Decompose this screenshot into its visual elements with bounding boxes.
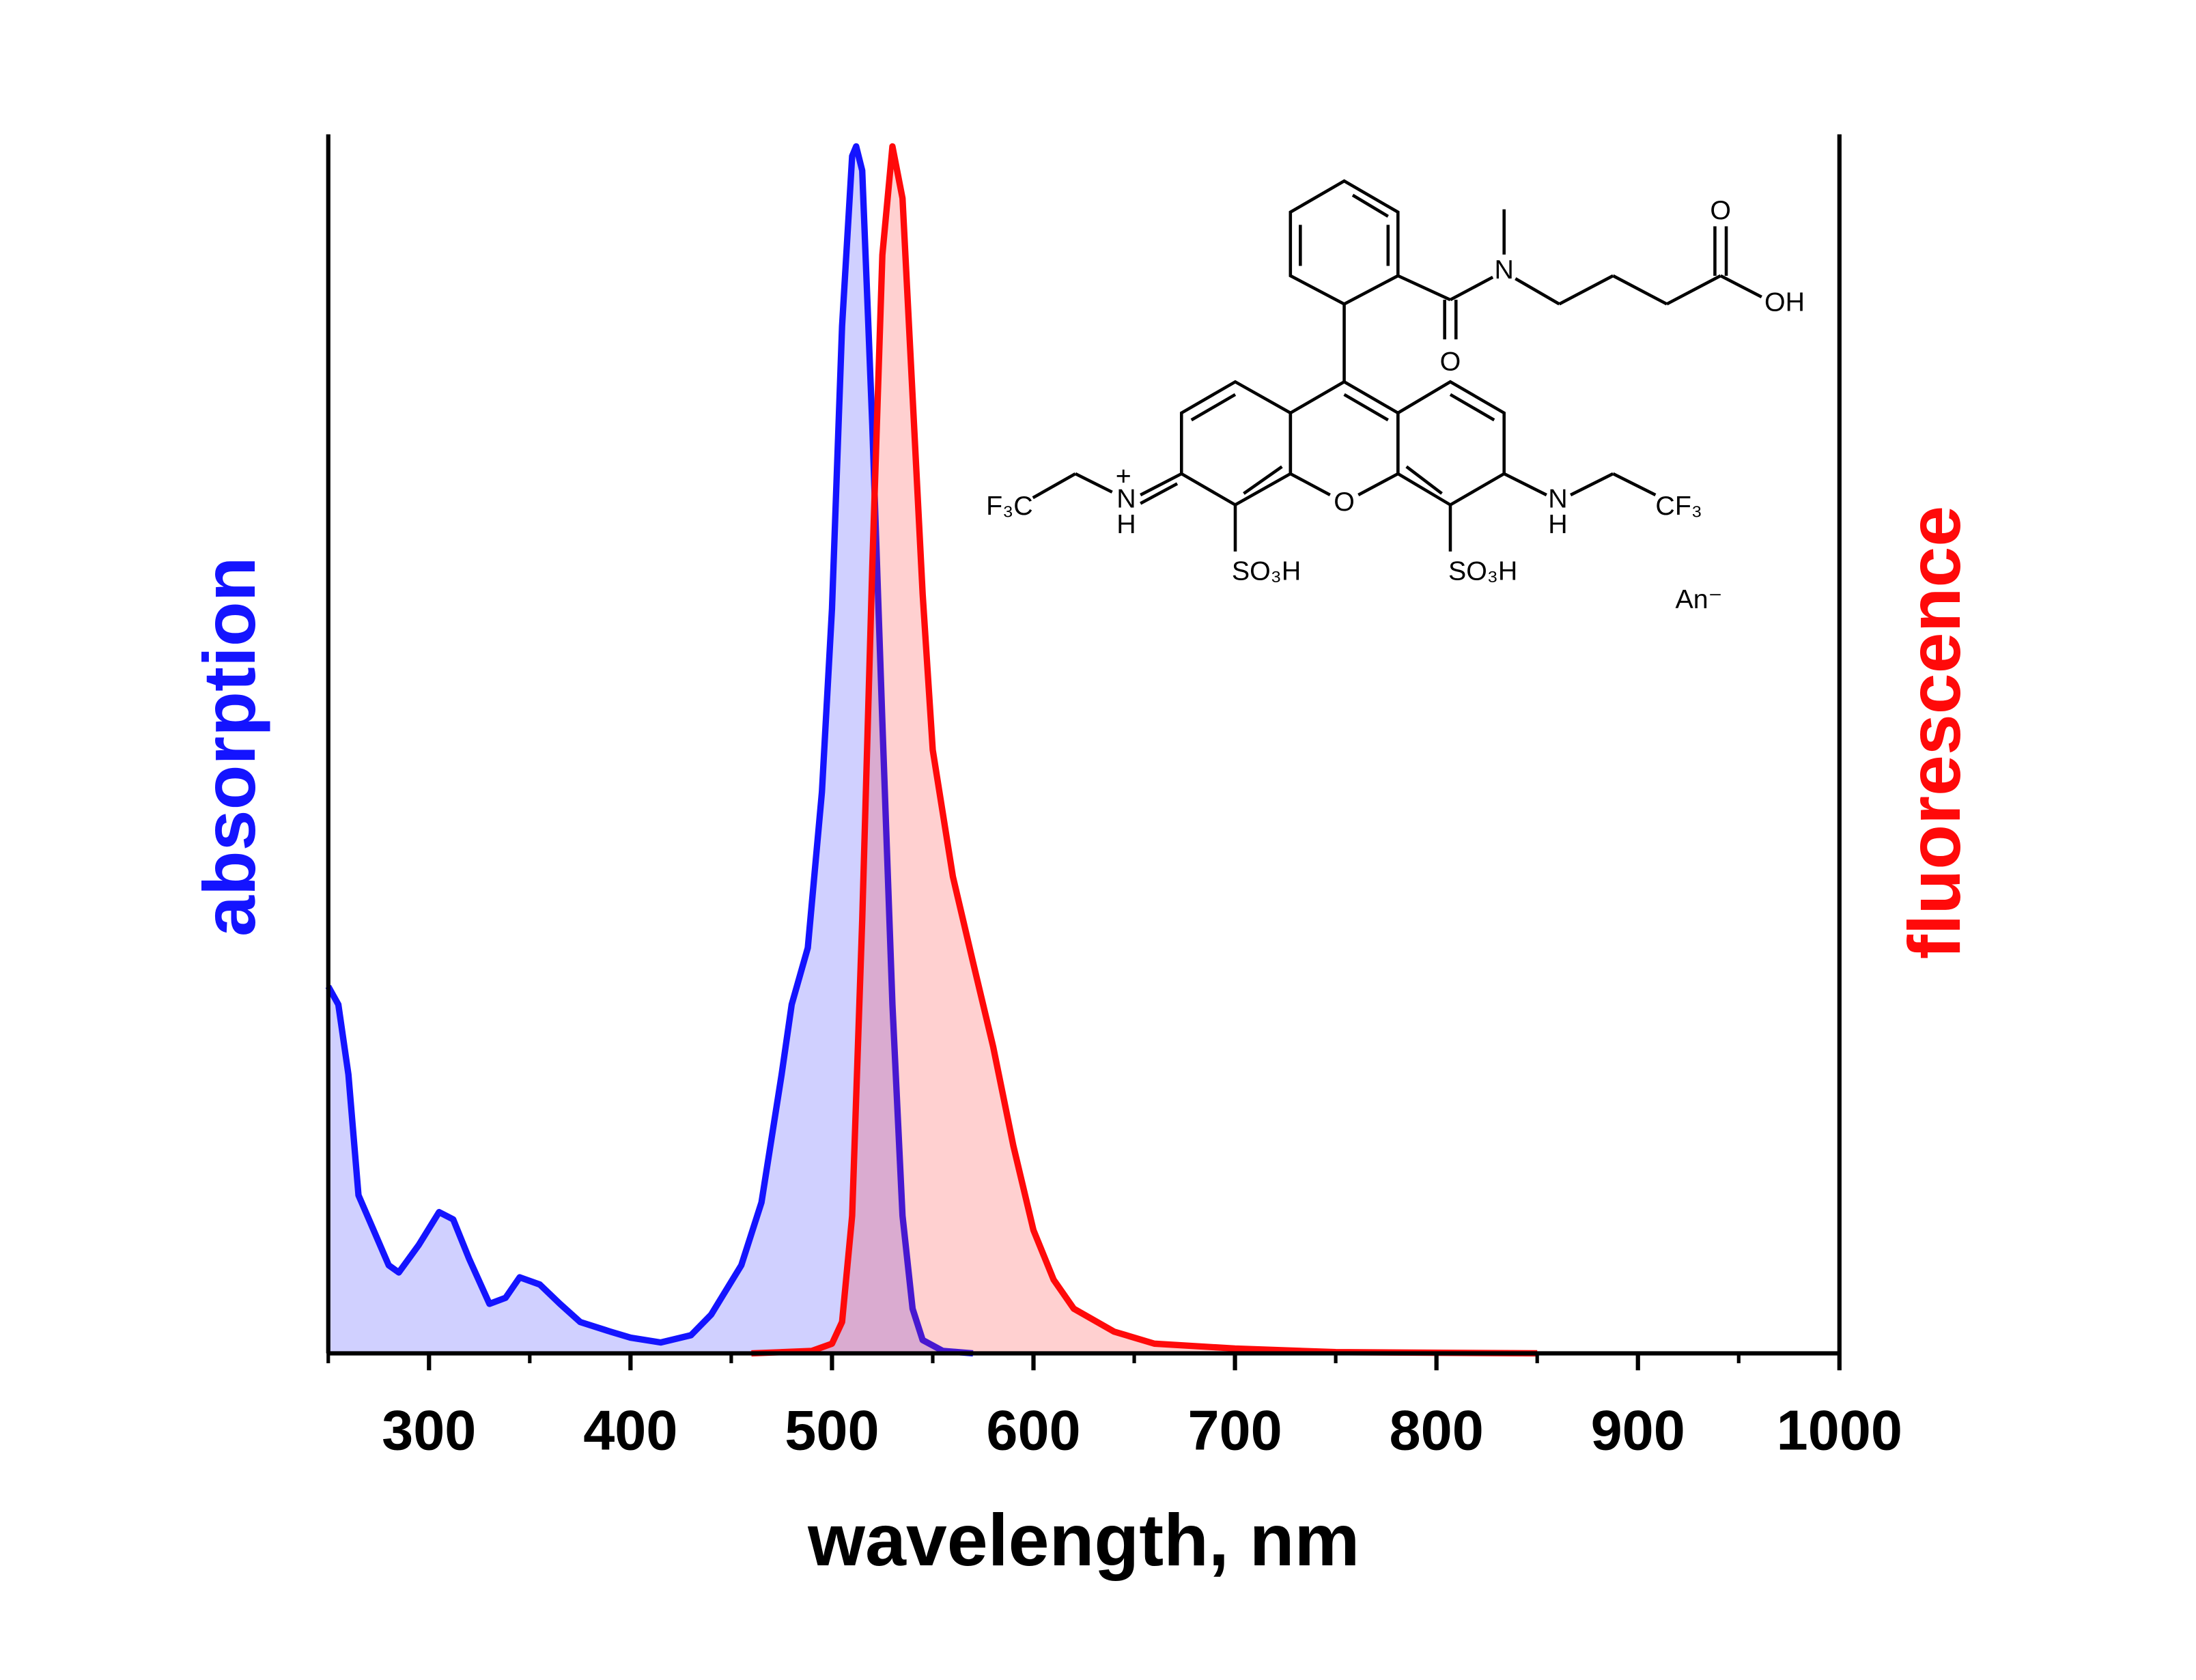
x-tick-label: 900 xyxy=(1591,1398,1685,1462)
atom-label: An⁻ xyxy=(1675,584,1722,614)
x-tick-label: 1000 xyxy=(1777,1398,1902,1462)
y-axis-title: absorption xyxy=(188,557,270,937)
atom-label: + xyxy=(1116,461,1131,492)
x-axis-title: wavelength, nm xyxy=(807,1498,1360,1581)
series-line xyxy=(751,143,1538,1357)
atom-label: N xyxy=(1494,255,1513,285)
atom-label: N xyxy=(1548,484,1567,514)
x-tick-label: 700 xyxy=(1187,1398,1282,1462)
atom-label: O xyxy=(1334,487,1355,517)
atom-label: O xyxy=(1440,347,1461,377)
plot-area: 300 400 500 600 700 800 900 1000 xyxy=(325,134,1902,1462)
x-tick-label: 800 xyxy=(1390,1398,1484,1462)
x-tick-label: 600 xyxy=(986,1398,1080,1462)
atom-label: OH xyxy=(1764,287,1805,317)
atom-label: F₃C xyxy=(986,491,1033,521)
atom-label: CF₃ xyxy=(1655,491,1702,521)
bonds xyxy=(1032,179,1762,552)
atom-label: O xyxy=(1710,195,1731,225)
atom-label: SO₃H xyxy=(1232,556,1301,586)
area-fill xyxy=(328,146,973,1354)
x-tick-label: 300 xyxy=(382,1398,476,1462)
y2-axis-title: fluorescence xyxy=(1893,506,1975,959)
atom-label: N xyxy=(1116,484,1136,514)
atom-label: H xyxy=(1548,509,1567,539)
area-fill xyxy=(751,146,1538,1354)
chemical-structure: O N O OH O F₃C N + H SO₃H SO₃H N H CF₃ A… xyxy=(986,179,1805,614)
x-tick-label: 400 xyxy=(583,1398,677,1462)
atom-label: H xyxy=(1116,509,1136,539)
x-tick-label: 500 xyxy=(785,1398,879,1462)
atom-label: SO₃H xyxy=(1448,556,1517,586)
